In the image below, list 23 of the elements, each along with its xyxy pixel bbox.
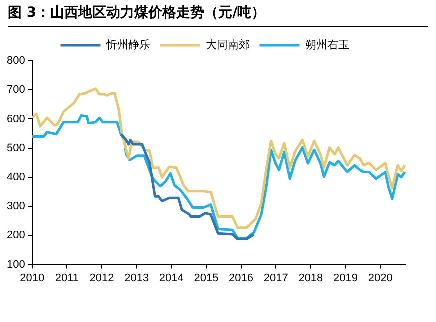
y-tick-label: 400	[6, 171, 26, 184]
y-tick-label: 800	[6, 55, 26, 68]
y-tick-label: 500	[6, 142, 26, 154]
x-tick-label: 2020	[368, 272, 393, 284]
y-tick-label: 100	[6, 258, 26, 271]
x-tick-label: 2014	[159, 272, 184, 284]
x-tick-label: 2016	[229, 272, 254, 284]
y-tick-label: 600	[6, 113, 26, 126]
x-tick-label: 2010	[20, 272, 45, 284]
legend-label: 朔州右玉	[305, 38, 350, 52]
legend-label: 忻州静乐	[105, 38, 150, 52]
x-tick-label: 2018	[298, 272, 324, 284]
y-tick-label: 300	[6, 200, 26, 213]
x-tick-label: 2019	[334, 272, 358, 284]
x-tick-label: 2015	[194, 272, 219, 284]
x-tick-label: 2011	[55, 272, 80, 284]
legend-label: 大同南郊	[206, 38, 250, 52]
chart-title: 图 3：山西地区动力煤价格走势（元/吨）	[8, 4, 428, 27]
y-tick-label: 200	[6, 230, 26, 242]
x-tick-label: 2012	[90, 272, 114, 284]
x-tick-label: 2017	[264, 272, 288, 284]
x-tick-label: 2013	[124, 272, 150, 284]
y-tick-label: 700	[6, 84, 26, 96]
